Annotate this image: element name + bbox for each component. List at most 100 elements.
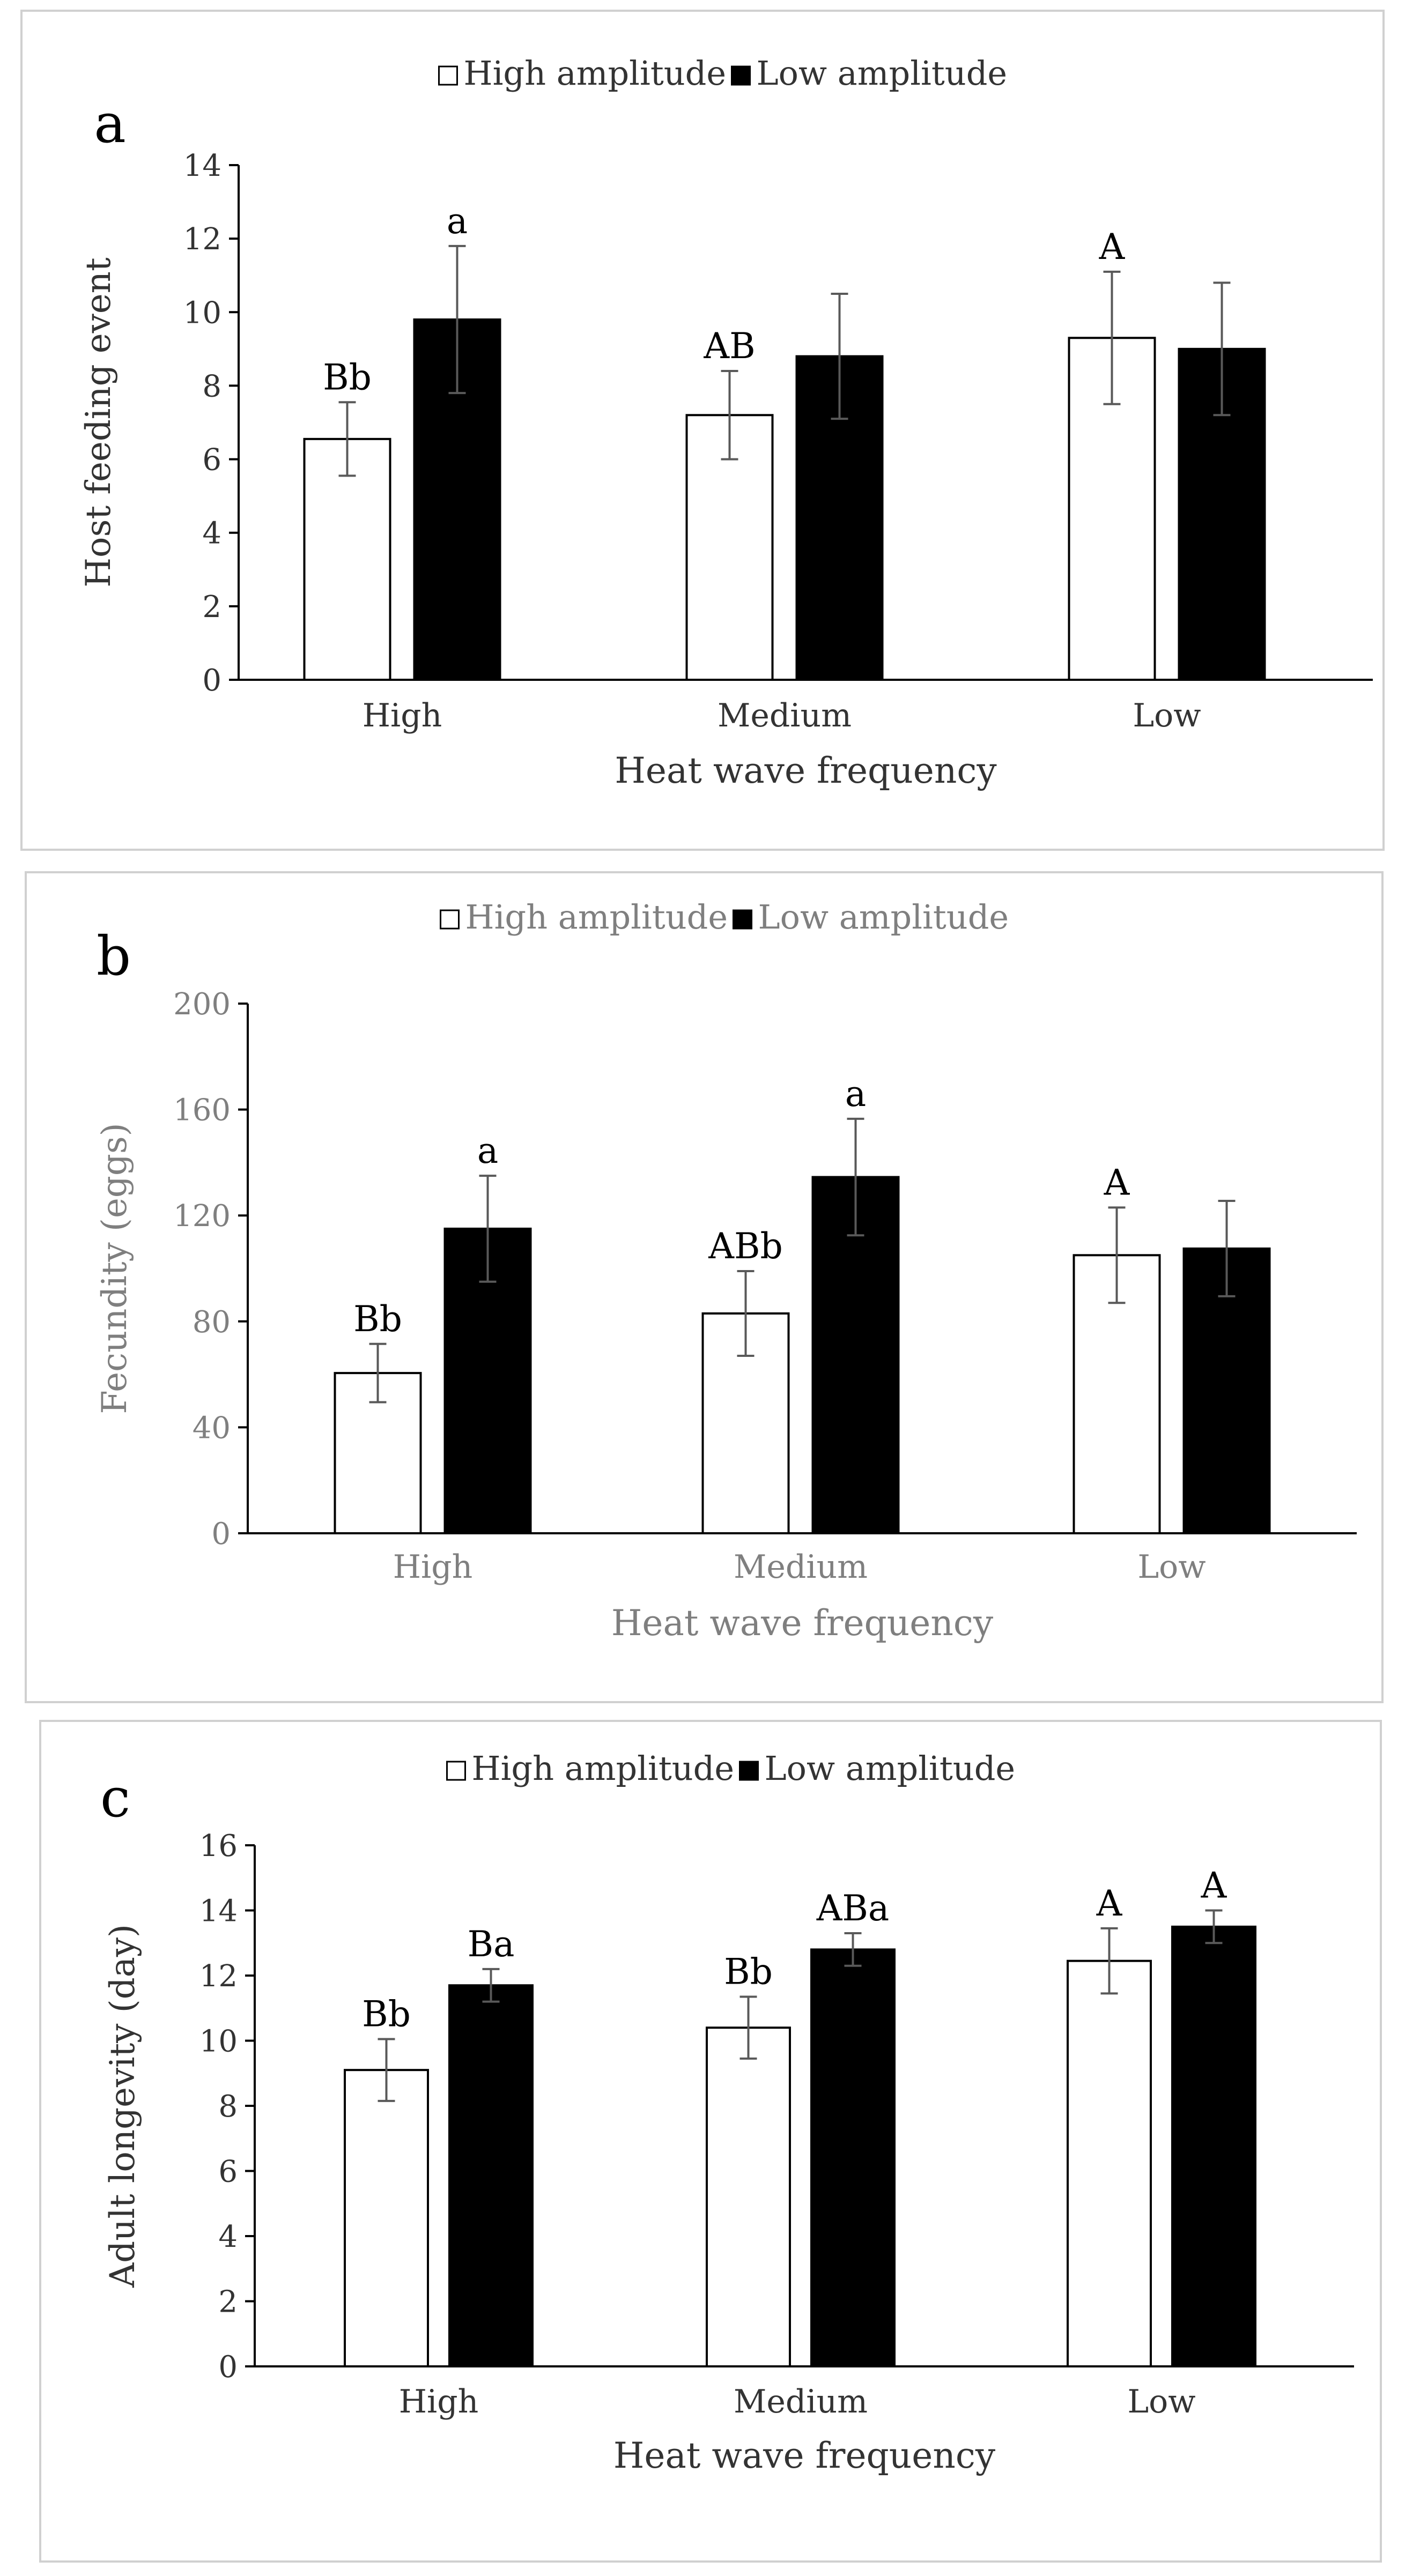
- y-tick-label: 2: [202, 590, 221, 625]
- y-axis-title: Fecundity (eggs): [95, 1123, 135, 1414]
- significance-label: Bb: [323, 357, 372, 398]
- error-bar: [721, 370, 738, 461]
- error-bar: [739, 1995, 757, 2060]
- error-bar: [482, 1968, 500, 2003]
- error-bar: [1218, 1200, 1236, 1297]
- significance-label: A: [1096, 1883, 1123, 1924]
- y-axis-title: Adult longevity (day): [103, 1924, 143, 2288]
- significance-label: Bb: [362, 1993, 411, 2035]
- legend-label: Low amplitude: [758, 897, 1009, 937]
- x-tick-label: High: [393, 1548, 473, 1586]
- y-axis-title: Host feeding event: [79, 257, 119, 588]
- x-tick-label: High: [363, 697, 442, 734]
- significance-label: a: [845, 1073, 866, 1115]
- y-tick-label: 40: [193, 1411, 231, 1445]
- error-bar: [479, 1175, 497, 1283]
- significance-label: AB: [703, 325, 755, 367]
- bars: Bb Ba Bb ABa A A: [344, 1865, 1256, 2368]
- legend-item: High amplitude: [446, 1749, 735, 1788]
- legend-label: High amplitude: [464, 54, 727, 93]
- legend-item: Low amplitude: [731, 54, 1008, 93]
- error-bar: [1108, 1206, 1126, 1304]
- y-tick-label: 10: [199, 2024, 238, 2059]
- error-bar: [378, 2038, 395, 2102]
- x-tick-label: Low: [1133, 697, 1201, 734]
- significance-label: A: [1104, 1162, 1130, 1203]
- x-tick-label: Medium: [734, 1548, 868, 1586]
- y-tick-label: 16: [199, 1829, 238, 1864]
- legend-swatch: [739, 1761, 759, 1781]
- y-tick-label: 8: [218, 2089, 238, 2124]
- bar-low-amplitude: [1171, 1925, 1256, 2367]
- y-tick-label: 2: [218, 2285, 238, 2320]
- significance-label: ABb: [708, 1226, 782, 1267]
- significance-label: Bb: [724, 1951, 773, 1992]
- error-bar: [831, 293, 848, 420]
- x-tick-label: Medium: [718, 697, 852, 734]
- error-bar: [1100, 1927, 1118, 1995]
- legend-swatch: [731, 65, 751, 86]
- y-axis: 0 40 80 120 160 200: [173, 987, 249, 1551]
- x-axis-title: Heat wave frequency: [615, 750, 997, 791]
- y-tick-label: 0: [202, 663, 221, 698]
- significance-label: Ba: [468, 1924, 515, 1965]
- chart-panel-a: a High amplitude Low amplitude 0 2 4 6 8 10 12 14 H…: [20, 10, 1385, 851]
- error-bar: [847, 1117, 864, 1237]
- chart-panel-c: c High amplitude Low amplitude 0 2 4 6 8 10 12 14 1…: [39, 1720, 1382, 2563]
- legend-item: Low amplitude: [739, 1749, 1016, 1788]
- y-tick-label: 6: [202, 443, 221, 478]
- y-tick-label: 12: [199, 1959, 238, 1994]
- x-tick-label: Low: [1137, 1548, 1205, 1586]
- y-tick-label: 200: [173, 987, 231, 1022]
- x-tick-label: High: [399, 2383, 479, 2421]
- x-tick-label: Medium: [734, 2383, 868, 2421]
- y-axis: 0 2 4 6 8 10 12 14 16: [199, 1829, 256, 2385]
- error-bar: [844, 1932, 862, 1967]
- legend-item: Low amplitude: [733, 897, 1009, 937]
- error-bar: [448, 244, 466, 395]
- significance-label: ABa: [816, 1888, 890, 1929]
- panel-label: a: [94, 92, 126, 155]
- legend-swatch: [438, 65, 458, 86]
- y-tick-label: 0: [211, 1517, 231, 1551]
- error-bar: [1205, 1909, 1223, 1944]
- legend-swatch: [440, 909, 460, 930]
- legend-label: High amplitude: [465, 897, 728, 937]
- legend-item: High amplitude: [438, 54, 727, 93]
- y-tick-label: 160: [173, 1093, 231, 1128]
- bars: Bb a AB A: [303, 201, 1266, 681]
- error-bar: [1213, 281, 1231, 417]
- bar-low-amplitude: [448, 1984, 534, 2368]
- significance-label: a: [477, 1130, 498, 1171]
- legend-label: High amplitude: [472, 1749, 735, 1788]
- legend-swatch: [446, 1761, 466, 1781]
- y-tick-label: 0: [218, 2350, 238, 2385]
- y-tick-label: 10: [183, 295, 221, 330]
- error-bar: [338, 401, 356, 477]
- error-bar: [737, 1270, 755, 1357]
- legend-item: High amplitude: [440, 897, 728, 937]
- y-tick-label: 12: [183, 222, 221, 257]
- y-tick-label: 4: [218, 2219, 238, 2254]
- y-tick-label: 6: [218, 2155, 238, 2189]
- bar-high-amplitude: [706, 2026, 791, 2367]
- significance-label: A: [1099, 226, 1126, 268]
- x-axis-title: Heat wave frequency: [613, 2435, 996, 2476]
- legend: High amplitude Low amplitude: [440, 897, 1009, 937]
- error-bar: [1103, 270, 1121, 405]
- y-tick-label: 14: [183, 149, 221, 183]
- y-tick-label: 8: [202, 369, 221, 404]
- bar-high-amplitude: [1067, 1959, 1152, 2368]
- x-tick-label: Low: [1127, 2383, 1195, 2421]
- legend: High amplitude Low amplitude: [446, 1749, 1016, 1788]
- bar-high-amplitude: [303, 437, 391, 681]
- y-tick-label: 4: [202, 516, 221, 551]
- legend-label: Low amplitude: [757, 54, 1008, 93]
- legend-label: Low amplitude: [765, 1749, 1016, 1788]
- significance-label: Bb: [353, 1298, 402, 1340]
- panel-label: b: [97, 925, 131, 988]
- y-tick-label: 80: [193, 1305, 231, 1340]
- y-tick-label: 120: [173, 1199, 231, 1234]
